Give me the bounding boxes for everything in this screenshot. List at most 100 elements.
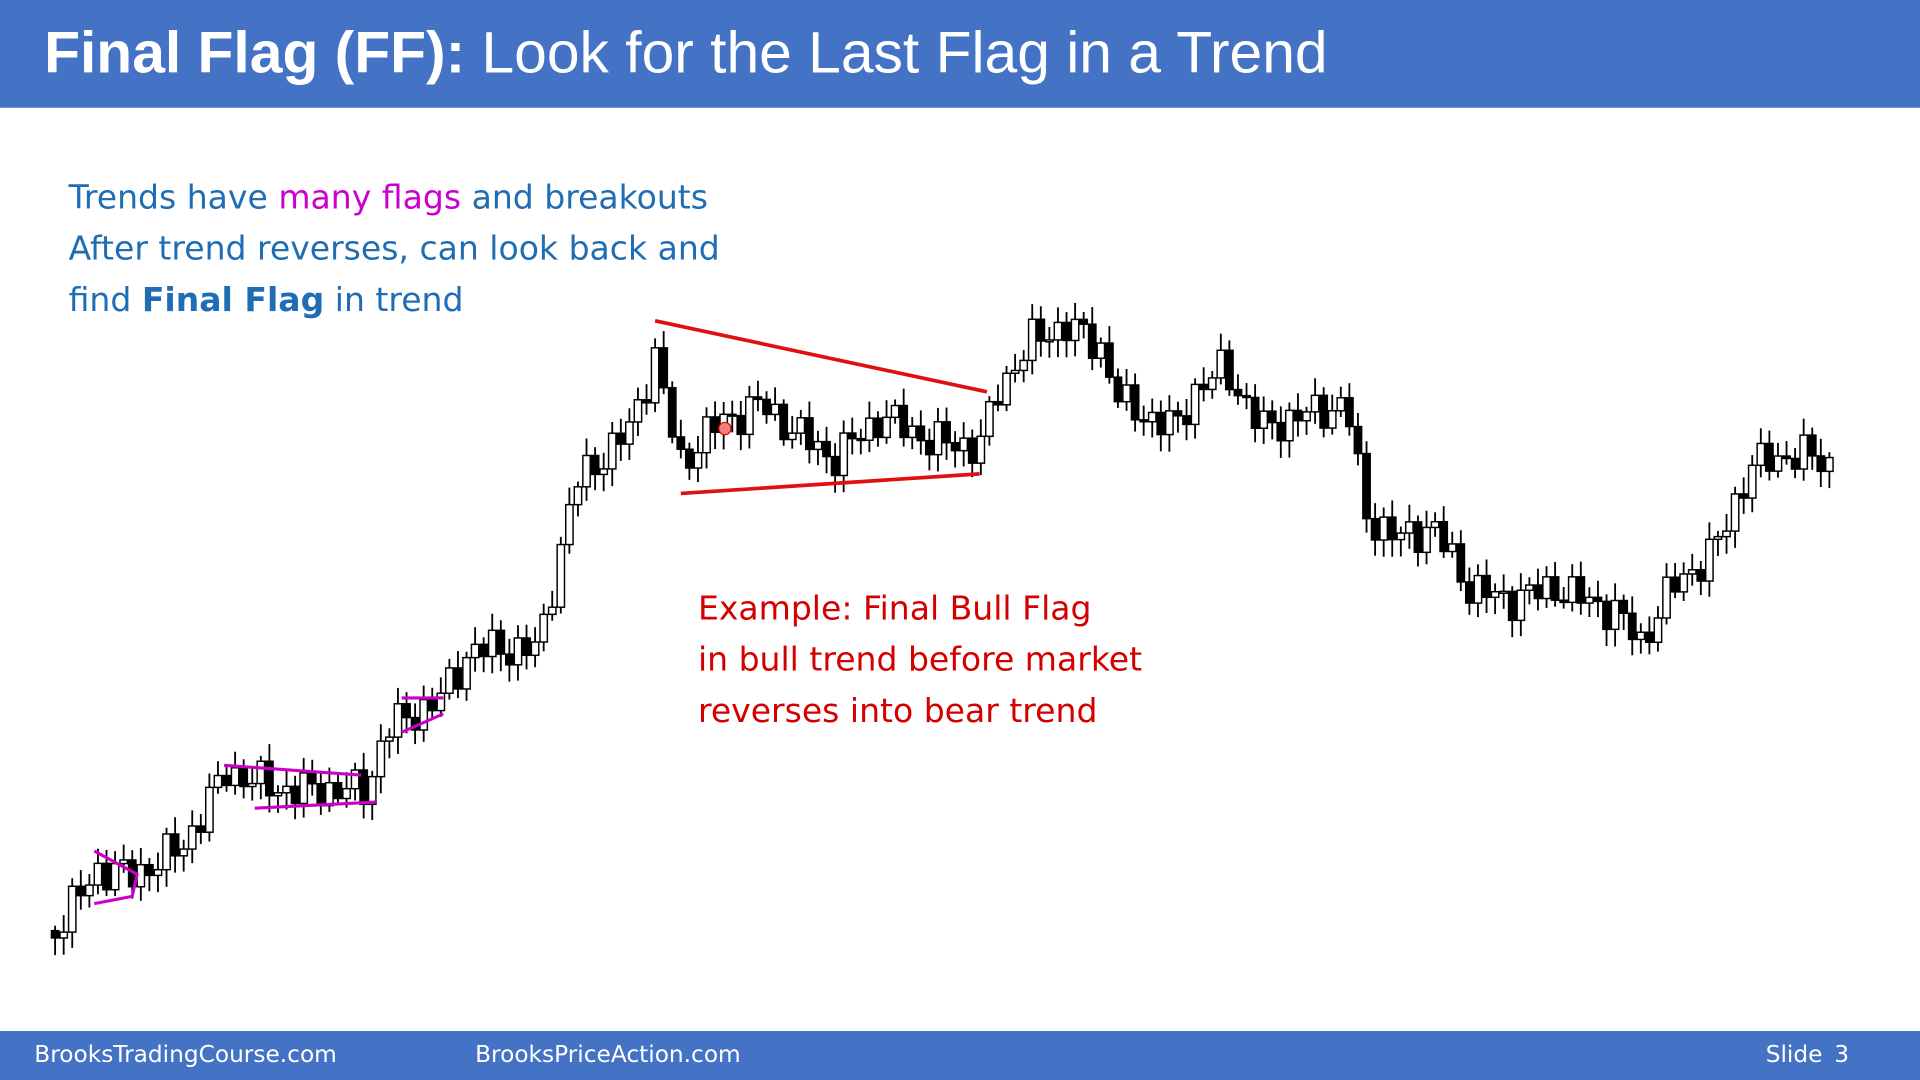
candle-body <box>213 774 223 789</box>
candle-body <box>1670 576 1680 593</box>
candle-body <box>247 782 257 788</box>
candle-body <box>342 787 351 800</box>
bold-text: Final Flag <box>142 280 324 319</box>
candle-body <box>642 399 651 404</box>
candle-body <box>916 425 926 442</box>
candle-body <box>324 781 334 807</box>
candle-body <box>1027 318 1037 362</box>
candle-body <box>1713 535 1723 541</box>
final-flag-lines <box>654 319 988 496</box>
example-line: in bull trend before market <box>698 640 1142 679</box>
candle-body <box>179 848 189 857</box>
candle-body <box>513 637 523 666</box>
candle-body <box>1259 410 1269 429</box>
candle-body <box>1207 377 1217 391</box>
candlestick-illustration <box>50 302 1834 956</box>
candle-body <box>1310 394 1320 413</box>
candle-body <box>736 414 746 436</box>
candle-body <box>316 783 326 807</box>
example-line: Example: Final Bull Flag <box>698 588 1092 627</box>
candle-body <box>1619 599 1629 614</box>
candle-body <box>1662 576 1671 619</box>
candle-body <box>564 503 574 546</box>
text: Trends have <box>68 177 268 216</box>
candle-body <box>196 825 206 833</box>
candle-body <box>436 692 446 712</box>
candle-body <box>933 421 943 456</box>
candle-body <box>1464 581 1474 604</box>
candle-body <box>1550 576 1560 601</box>
candle-body <box>607 432 617 470</box>
candle-body <box>1824 456 1834 473</box>
candle-body <box>1722 530 1731 538</box>
candle-body <box>1593 596 1603 603</box>
slide-label: Slide <box>1766 1041 1823 1068</box>
candle-body <box>882 416 891 439</box>
candle-body <box>1533 584 1543 600</box>
flag-line <box>93 849 139 906</box>
slide-number: 3 <box>1834 1041 1849 1068</box>
candle-body <box>230 767 240 787</box>
candle-body <box>307 772 317 785</box>
candle-body <box>676 436 686 450</box>
candle-body <box>1439 521 1449 553</box>
candle-body <box>1387 516 1397 541</box>
title: Final Flag (FF): Look for the Last Flag … <box>44 20 1328 85</box>
flag-line <box>401 712 444 734</box>
candle-body <box>59 931 69 939</box>
candle-body <box>1199 383 1209 391</box>
candle-body <box>1336 397 1346 412</box>
candle-body <box>976 435 986 464</box>
candle-body <box>702 416 711 454</box>
candle-body <box>1036 318 1046 342</box>
candle-body <box>993 400 1003 406</box>
candle-body <box>1130 384 1140 421</box>
candle-body <box>1679 573 1689 593</box>
candle-body <box>1696 569 1706 582</box>
candle-body <box>1602 600 1611 631</box>
candle-body <box>282 785 291 794</box>
candle-body <box>770 403 780 416</box>
text: and breakouts <box>472 177 708 216</box>
candle-body <box>582 454 591 488</box>
candle-body <box>299 772 309 805</box>
flag-line <box>654 319 988 394</box>
candle-body <box>427 698 437 712</box>
candle-body <box>1542 576 1551 600</box>
candle-body <box>1790 457 1800 470</box>
candle-body <box>273 792 283 797</box>
candle-body <box>907 425 917 439</box>
candle-body <box>1730 493 1740 532</box>
candle-body <box>76 885 86 897</box>
candle-body <box>1224 349 1234 391</box>
candle-body <box>1104 342 1114 378</box>
candle-body <box>616 432 626 445</box>
highlight: many flags <box>278 177 461 216</box>
candle-body <box>830 455 840 477</box>
candle-body <box>1584 596 1594 604</box>
candle-body <box>1182 415 1191 426</box>
candle-body <box>590 454 600 476</box>
candle-body <box>1499 590 1509 594</box>
candle-body <box>667 386 677 438</box>
candle-body <box>1362 452 1371 520</box>
candle-body <box>93 862 103 886</box>
candle-body <box>1319 394 1329 429</box>
candle-body <box>487 629 497 658</box>
candle-body <box>110 862 120 891</box>
candle-body <box>556 543 566 608</box>
candle-body <box>599 468 609 476</box>
candle-body <box>1422 526 1431 554</box>
candle-body <box>650 347 660 404</box>
candle-body <box>659 347 669 389</box>
title-rest: Look for the Last Flag in a Trend <box>482 20 1328 85</box>
cursor <box>718 421 732 436</box>
candle-body <box>1704 538 1714 582</box>
candle-body <box>1344 397 1354 428</box>
candle-body <box>1764 442 1774 472</box>
candle-body <box>1490 591 1500 599</box>
candle-body <box>547 606 557 616</box>
footer-middle: BrooksPriceAction.com <box>475 1041 741 1068</box>
candle-body <box>1687 569 1697 575</box>
